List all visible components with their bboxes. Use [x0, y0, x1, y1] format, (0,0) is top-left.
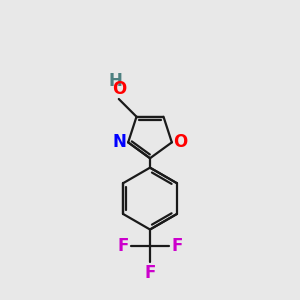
Text: F: F [144, 264, 156, 282]
Text: O: O [173, 134, 188, 152]
Text: F: F [172, 237, 183, 255]
Text: N: N [113, 134, 127, 152]
Text: F: F [117, 237, 128, 255]
Text: O: O [112, 80, 126, 98]
Text: H: H [108, 72, 122, 90]
